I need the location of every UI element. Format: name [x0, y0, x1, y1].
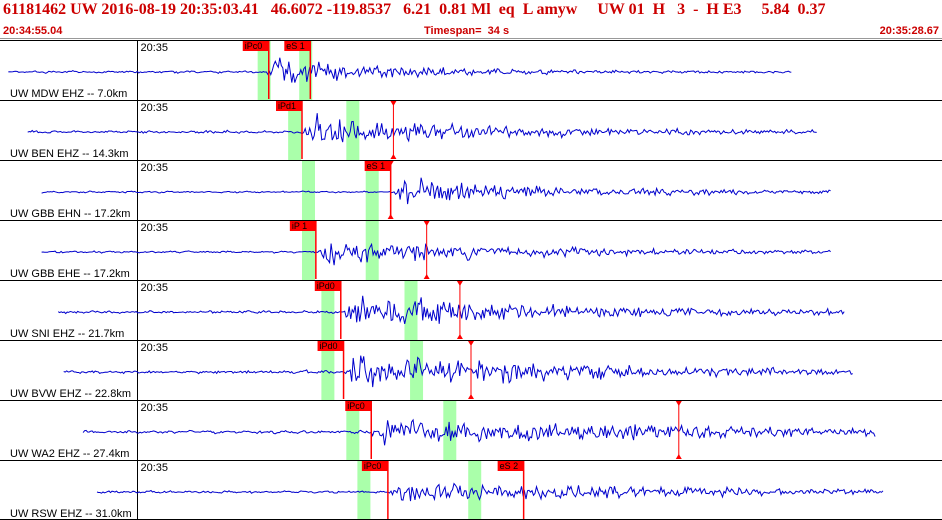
tick-marker-bottom	[390, 154, 397, 159]
minute-label: 20:35	[141, 102, 169, 114]
tick-marker-bottom	[423, 274, 430, 279]
waveform	[8, 57, 792, 83]
timespan: Timespan= 34 s	[424, 25, 510, 37]
channel-row[interactable]: 20:35 iPd0 UW BVW EHZ -- 22.8km	[0, 340, 942, 400]
tick-marker-top	[390, 101, 397, 106]
phase-pick[interactable]: iPc0	[345, 401, 373, 459]
phase-pick[interactable]: iPd0	[314, 281, 342, 339]
pick-flag	[361, 461, 388, 471]
pick-label: iPd0	[317, 281, 335, 291]
pick-flag	[284, 41, 311, 51]
channel-row[interactable]: 20:35 iP 1 UW GBB EHE -- 17.2km	[0, 220, 942, 280]
phase-pick[interactable]: iPc0	[242, 41, 270, 99]
phase-pick[interactable]: iPd1	[275, 101, 303, 159]
header-divider	[0, 38, 942, 39]
station-label: UW GBB EHN -- 17.2km	[10, 208, 130, 220]
pick-label: iPd1	[278, 101, 296, 111]
channel-row[interactable]: 20:35 iPc0 eS 2 UW RSW EHZ -- 31.0km	[0, 460, 942, 520]
minute-label: 20:35	[141, 402, 169, 414]
channel-row[interactable]: 20:35 iPc0 eS 1 UW MDW EHZ -- 7.0km	[0, 40, 942, 100]
minute-label: 20:35	[141, 342, 169, 354]
end-time: 20:35:28.67	[879, 25, 939, 37]
channel-row[interactable]: 20:35 iPc0 UW WA2 EHZ -- 27.4km	[0, 400, 942, 460]
station-label: UW BEN EHZ -- 14.3km	[10, 148, 129, 160]
pick-flag	[289, 221, 316, 231]
waveform	[82, 418, 876, 446]
analysis-window	[321, 281, 335, 340]
waveform	[63, 355, 853, 388]
event-summary: 61181462 UW 2016-08-19 20:35:03.41 46.60…	[3, 1, 826, 18]
tick-marker-top	[675, 401, 682, 406]
channel-row[interactable]: 20:35 iPd1 UW BEN EHZ -- 14.3km	[0, 100, 942, 160]
minute-label: 20:35	[141, 42, 169, 54]
minute-label: 20:35	[141, 282, 169, 294]
pick-flag	[317, 341, 344, 351]
start-time: 20:34:55.04	[3, 25, 63, 37]
waveform	[27, 113, 817, 143]
phase-pick[interactable]: iPd0	[317, 341, 345, 399]
waveform	[96, 482, 884, 502]
pick-label: eS 1	[367, 161, 386, 171]
phase-pick[interactable]: eS 1	[364, 161, 392, 219]
analysis-window	[346, 401, 360, 460]
channel-row[interactable]: 20:35 eS 1 UW GBB EHN -- 17.2km	[0, 160, 942, 220]
header: 61181462 UW 2016-08-19 20:35:03.41 46.60…	[0, 0, 942, 40]
station-label: UW WA2 EHZ -- 27.4km	[10, 448, 129, 460]
pick-label: iPc0	[347, 401, 365, 411]
pick-label: eS 1	[286, 41, 305, 51]
analysis-window	[404, 281, 418, 340]
pick-flag	[314, 281, 341, 291]
phase-pick[interactable]: iPc0	[361, 461, 389, 519]
phase-pick[interactable]: eS 2	[497, 461, 525, 519]
minute-label: 20:35	[141, 462, 169, 474]
pick-flag	[345, 401, 372, 411]
seismogram-panel[interactable]: 20:35 iPc0 eS 1 UW MDW EHZ -- 7.0km 20:35 iPd…	[0, 40, 942, 520]
station-label: UW MDW EHZ -- 7.0km	[10, 88, 127, 100]
analysis-window	[346, 101, 360, 160]
analysis-window	[321, 341, 335, 400]
waveform	[57, 295, 845, 325]
pick-flag	[242, 41, 269, 51]
analysis-window	[365, 161, 379, 220]
pick-label: iPd0	[320, 341, 338, 351]
channel-row[interactable]: 20:35 iPd0 UW SNI EHZ -- 21.7km	[0, 280, 942, 340]
pick-flag	[364, 161, 391, 171]
station-label: UW RSW EHZ -- 31.0km	[10, 508, 132, 520]
analysis-window	[288, 101, 302, 160]
phase-pick[interactable]: eS 1	[284, 41, 312, 99]
pick-flag	[275, 101, 302, 111]
tick-marker-top	[456, 281, 463, 286]
tick-marker-bottom	[675, 454, 682, 459]
analysis-window	[257, 41, 271, 100]
pick-flag	[497, 461, 524, 471]
tick-marker-bottom	[468, 394, 474, 399]
analysis-window	[301, 221, 315, 280]
station-label: UW BVW EHZ -- 22.8km	[10, 388, 131, 400]
analysis-window	[357, 461, 371, 520]
minute-label: 20:35	[141, 222, 169, 234]
tick-marker-top	[468, 341, 474, 346]
waveform	[41, 177, 831, 205]
minute-label: 20:35	[141, 162, 169, 174]
tick-marker-bottom	[456, 334, 463, 339]
analysis-window	[301, 161, 315, 220]
pick-label: iP 1	[292, 221, 307, 231]
pick-label: iPc0	[245, 41, 263, 51]
phase-pick[interactable]: iP 1	[289, 221, 317, 279]
pick-label: eS 2	[500, 461, 519, 471]
station-label: UW SNI EHZ -- 21.7km	[10, 328, 124, 340]
station-label: UW GBB EHE -- 17.2km	[10, 268, 130, 280]
pick-label: iPc0	[364, 461, 382, 471]
waveform	[41, 242, 831, 266]
tick-marker-top	[423, 221, 430, 226]
